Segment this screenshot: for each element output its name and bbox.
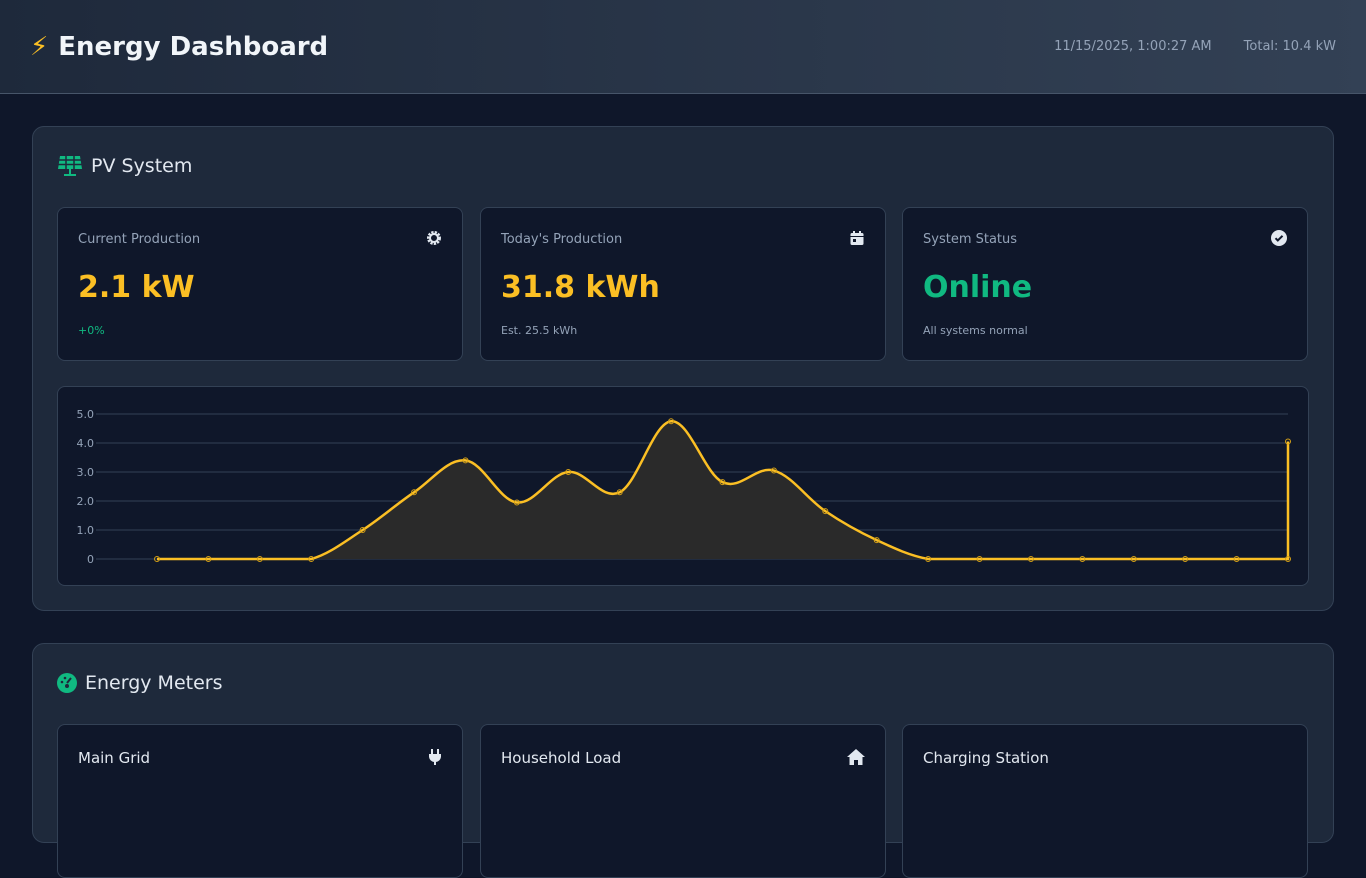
solar-panel-icon (58, 156, 82, 176)
data-point[interactable] (513, 499, 520, 506)
y-tick-label: 2.0 (77, 495, 95, 508)
plug-icon (429, 749, 441, 765)
datetime: 11/15/2025, 1:00:27 AM (1054, 39, 1212, 54)
meters-title-text: Energy Meters (85, 672, 223, 694)
current-production-card: Current Production 2.1 kW +0% (57, 207, 463, 361)
todays-production-card: Today's Production 31.8 kWh Est. 25.5 kW… (480, 207, 886, 361)
card-value: 31.8 kWh (501, 270, 660, 305)
data-point[interactable] (1285, 556, 1291, 562)
gauge-icon (57, 673, 77, 693)
data-point[interactable] (668, 418, 675, 425)
data-point[interactable] (1182, 556, 1189, 562)
card-label: System Status (923, 232, 1018, 247)
card-label: Today's Production (501, 232, 623, 247)
system-status-card: System Status Online All systems normal (902, 207, 1308, 361)
header: ⚡ Energy Dashboard 11/15/2025, 1:00:27 A… (0, 0, 1366, 94)
data-point[interactable] (925, 556, 932, 562)
data-point[interactable] (359, 527, 366, 533)
data-point[interactable] (205, 556, 212, 562)
card-label: Main Grid (78, 749, 151, 767)
card-sub: All systems normal (923, 324, 1028, 337)
data-point[interactable] (1027, 556, 1034, 562)
card-sub: +0% (78, 324, 105, 337)
data-point[interactable] (256, 556, 263, 562)
y-tick-label: 4.0 (77, 437, 95, 450)
pv-system-panel: PV System Current Production 2.1 kW +0% … (32, 126, 1334, 611)
card-sub: Est. 25.5 kWh (501, 324, 578, 337)
data-point[interactable] (873, 537, 880, 544)
data-point[interactable] (976, 556, 983, 562)
household-load-card: Household Load (480, 724, 886, 878)
lightning-icon: ⚡ (30, 31, 49, 62)
card-value: 2.1 kW (78, 270, 195, 305)
card-label: Charging Station (923, 749, 1049, 767)
charging-station-card: Charging Station (902, 724, 1308, 878)
pv-title-text: PV System (91, 155, 193, 177)
data-point[interactable] (1285, 438, 1291, 445)
data-point[interactable] (770, 467, 777, 474)
data-point[interactable] (1130, 556, 1137, 562)
area-fill (157, 421, 1288, 559)
total-power: Total: 10.4 kW (1243, 39, 1336, 54)
data-point[interactable] (154, 556, 160, 562)
calendar-icon (850, 231, 864, 245)
y-tick-label: 1.0 (77, 524, 95, 537)
data-point[interactable] (565, 469, 572, 475)
card-label: Household Load (501, 749, 622, 767)
data-point[interactable] (411, 489, 418, 496)
energy-meters-panel: Energy Meters Main Grid Household Load C… (32, 643, 1334, 878)
card-value: Online (923, 270, 1033, 305)
pv-panel-title: PV System (57, 155, 192, 177)
home-icon (847, 749, 865, 765)
check-circle-icon (1271, 230, 1287, 246)
y-tick-label: 3.0 (77, 466, 95, 479)
meters-panel-title: Energy Meters (57, 672, 223, 694)
data-point[interactable] (462, 457, 469, 464)
data-point[interactable] (1233, 556, 1240, 562)
chart-svg: 0 1.0 2.0 3.0 4.0 5.0 (77, 408, 1291, 566)
data-point[interactable] (616, 489, 623, 496)
y-tick-label: 5.0 (77, 408, 95, 421)
title-text: Energy Dashboard (58, 31, 329, 62)
data-point[interactable] (822, 508, 829, 515)
main-grid-card: Main Grid (57, 724, 463, 878)
card-label: Current Production (78, 232, 201, 247)
data-point[interactable] (308, 556, 315, 562)
y-tick-label: 0 (87, 553, 94, 566)
data-point[interactable] (1079, 556, 1086, 562)
gear-icon (427, 231, 441, 245)
pv-production-chart: 0 1.0 2.0 3.0 4.0 5.0 (57, 386, 1309, 586)
app-title: ⚡ Energy Dashboard (30, 32, 328, 62)
data-point[interactable] (719, 479, 726, 486)
